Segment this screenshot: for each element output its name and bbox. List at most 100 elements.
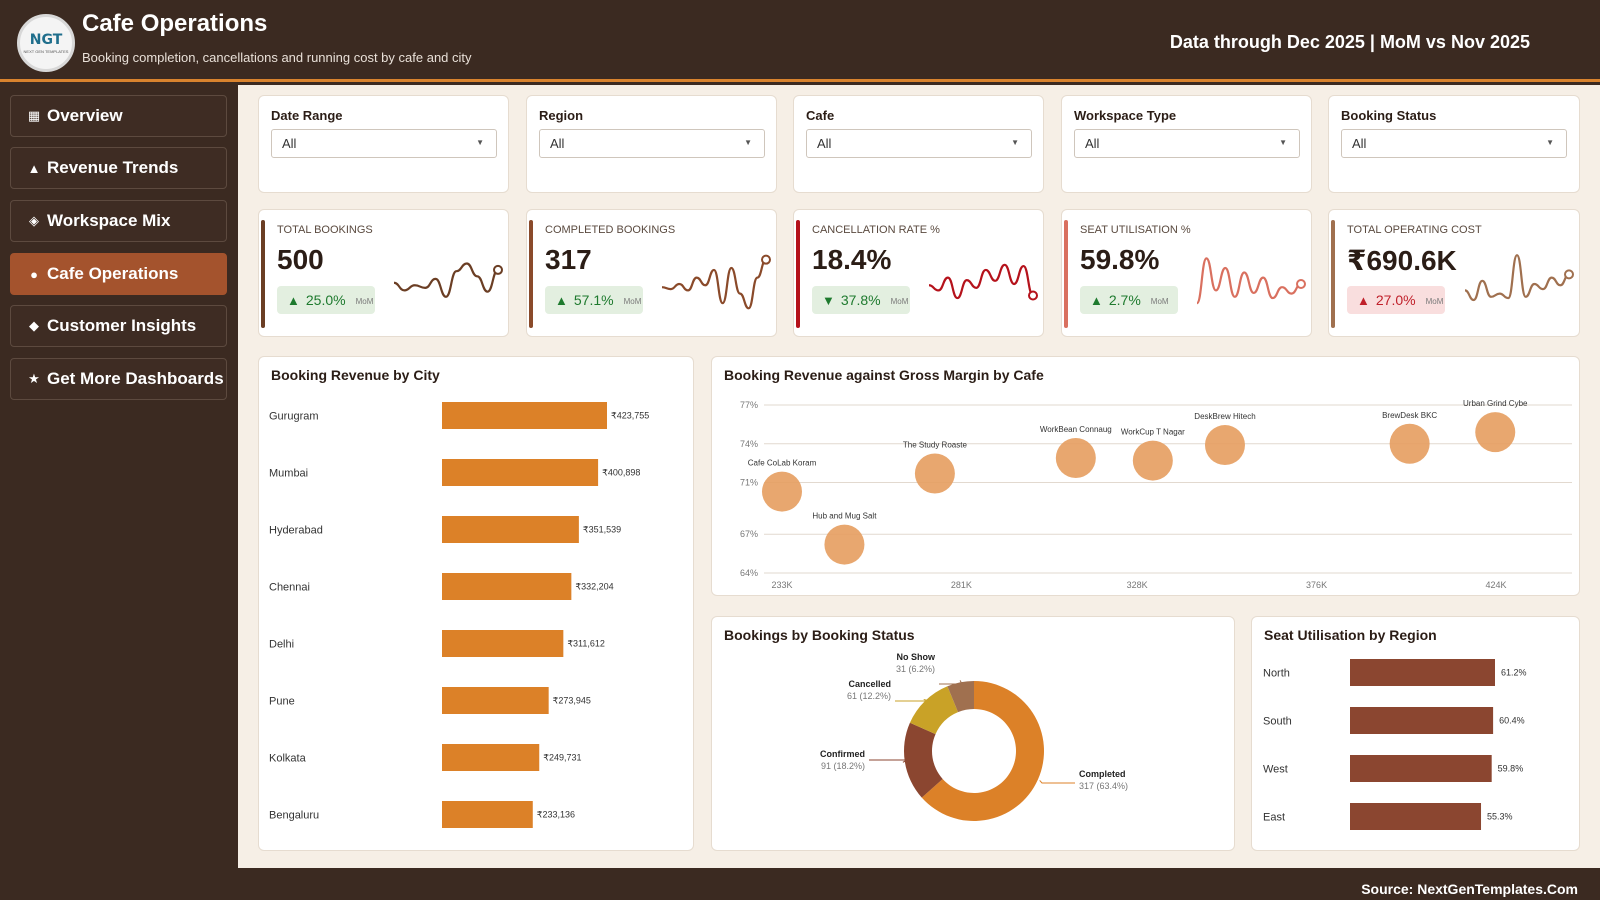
sidebar-item-workspace-mix[interactable]: ◈ Workspace Mix [10,200,227,242]
region-label: East [1263,812,1285,824]
region-label: North [1263,668,1290,680]
panel-title: Booking Revenue against Gross Margin by … [724,367,1044,383]
donut-slice-value: 31 (6.2%) [896,664,935,674]
kpi-change-value: 57.1% [573,292,614,308]
x-tick-label: 233K [771,580,792,590]
select-value: All [817,136,832,151]
donut-slice[interactable] [904,722,943,798]
arrow-up-icon: ▲ [1357,292,1370,308]
city-bar-value: ₹351,539 [583,525,621,535]
kpi-change-badge: ▲ 2.7% MoM [1080,286,1178,314]
kpi-label: SEAT UTILISATION % [1080,224,1191,236]
diamond-icon: ◈ [29,213,39,228]
y-tick-label: 77% [740,400,758,410]
sidebar-item-get-more-dashboards[interactable]: ★ Get More Dashboards [10,358,227,400]
sparkline-endpoint [1296,279,1306,289]
kpi-value: 18.4% [812,244,892,275]
region-label: West [1263,764,1288,776]
region-select[interactable]: All ▼ [539,129,765,158]
region-utilisation-panel: Seat Utilisation by Region North 61.2% Sou… [1251,616,1580,851]
sidebar-item-label: Cafe Operations [47,264,179,283]
kpi-value: 317 [545,244,592,275]
dot-icon: ● [30,266,38,282]
y-tick-label: 71% [740,478,758,488]
city-bar[interactable] [442,744,540,771]
city-bar-value: ₹273,945 [553,696,591,706]
city-label: Hyderabad [269,525,323,537]
cafe-bubble[interactable] [914,453,955,494]
cafe-bubble-label: WorkCup T Nagar [1121,428,1185,437]
revenue-margin-chart: 77% 74% 71% 67% 64% 233K 281K 328K 376K 424K Cafe … [740,399,1572,590]
triangle-icon: ▲ [27,160,41,176]
city-label: Chennai [269,582,310,594]
donut-slice-value: 61 (12.2%) [847,691,891,701]
region-bar[interactable] [1350,755,1492,782]
sidebar-item-cafe-operations[interactable]: ● Cafe Operations [10,253,227,295]
donut-slice[interactable] [947,681,974,713]
cafe-bubble-label: Hub and Mug Salt [812,512,877,521]
cafe-bubble-label: Cafe CoLab Koram [748,459,817,468]
panel-title: Seat Utilisation by Region [1264,627,1437,643]
workspace-type-select[interactable]: All ▼ [1074,129,1300,158]
chevron-down-icon: ▼ [1546,138,1554,147]
kpi-total-bookings: TOTAL BOOKINGS 500 ▲ 25.0% MoM [258,209,509,337]
arrow-up-icon: ▲ [555,292,568,308]
donut-slice[interactable] [921,681,1044,821]
sidebar-item-overview[interactable]: ▦ Overview [10,95,227,137]
sidebar-item-customer-insights[interactable]: ◆ Customer Insights [10,305,227,347]
city-label: Gurugram [269,411,319,423]
booking-status-select[interactable]: All ▼ [1341,129,1567,158]
city-bar[interactable] [442,687,549,714]
sidebar-item-label: Overview [47,106,123,125]
cafe-bubble[interactable] [1389,423,1430,464]
region-bar[interactable] [1350,803,1482,830]
donut-leader-line [939,680,963,685]
region-bar[interactable] [1350,659,1495,686]
city-label: Mumbai [269,468,308,480]
x-tick-label: 328K [1127,580,1148,590]
donut-leader-line [895,698,931,702]
star-icon: ★ [28,371,40,386]
region-utilisation-chart: North 61.2% South 60.4% West 59.8% East 55.3% [1263,659,1527,830]
kpi-value: 59.8% [1080,244,1160,275]
brand-logo[interactable]: NGT NEXT GEN TEMPLATES [17,14,75,72]
city-bar[interactable] [442,630,564,657]
cafe-bubble[interactable] [1475,412,1516,453]
cafe-bubble-label: WorkBean Connaug [1040,425,1112,434]
donut-slice-value: 317 (63.4%) [1079,781,1128,791]
sparkline-endpoint [761,254,771,265]
cafe-bubble[interactable] [824,524,865,565]
cafe-bubble[interactable] [1132,440,1173,481]
city-bar[interactable] [442,516,579,543]
city-bar[interactable] [442,459,599,486]
kpi-accent-bar [261,220,265,328]
kpi-accent-bar [1331,220,1335,328]
sidebar-item-revenue-trends[interactable]: ▲ Revenue Trends [10,147,227,189]
sparkline-endpoint [1564,269,1574,280]
panel-title: Bookings by Booking Status [724,627,915,643]
city-bar[interactable] [442,801,533,828]
select-value: All [282,136,297,151]
sparkline-path [661,258,767,310]
source-footer[interactable]: Source: NextGenTemplates.Com [1361,881,1578,897]
cafe-bubble[interactable] [1055,437,1096,478]
kpi-change-badge: ▲ 27.0% MoM [1347,286,1445,314]
filter-workspace-type: Workspace Type All ▼ [1061,95,1312,193]
date-range-select[interactable]: All ▼ [271,129,497,158]
cafe-bubble[interactable] [762,471,802,512]
region-bar[interactable] [1350,707,1494,734]
kpi-mom-label: MoM [890,297,909,306]
city-bar[interactable] [442,573,572,600]
cafe-select[interactable]: All ▼ [806,129,1032,158]
city-bar[interactable] [442,402,607,429]
donut-slice[interactable] [909,686,959,735]
kpi-mom-label: MoM [1425,297,1444,306]
kpi-sparkline [928,263,1038,301]
revenue-margin-panel: Booking Revenue against Gross Margin by … [711,356,1580,596]
city-bar-value: ₹233,136 [537,810,575,820]
city-label: Delhi [269,639,294,651]
filter-label: Booking Status [1341,108,1437,123]
donut-leader-line [1039,780,1075,784]
region-bar-value: 61.2% [1501,668,1527,678]
cafe-bubble[interactable] [1204,425,1245,466]
